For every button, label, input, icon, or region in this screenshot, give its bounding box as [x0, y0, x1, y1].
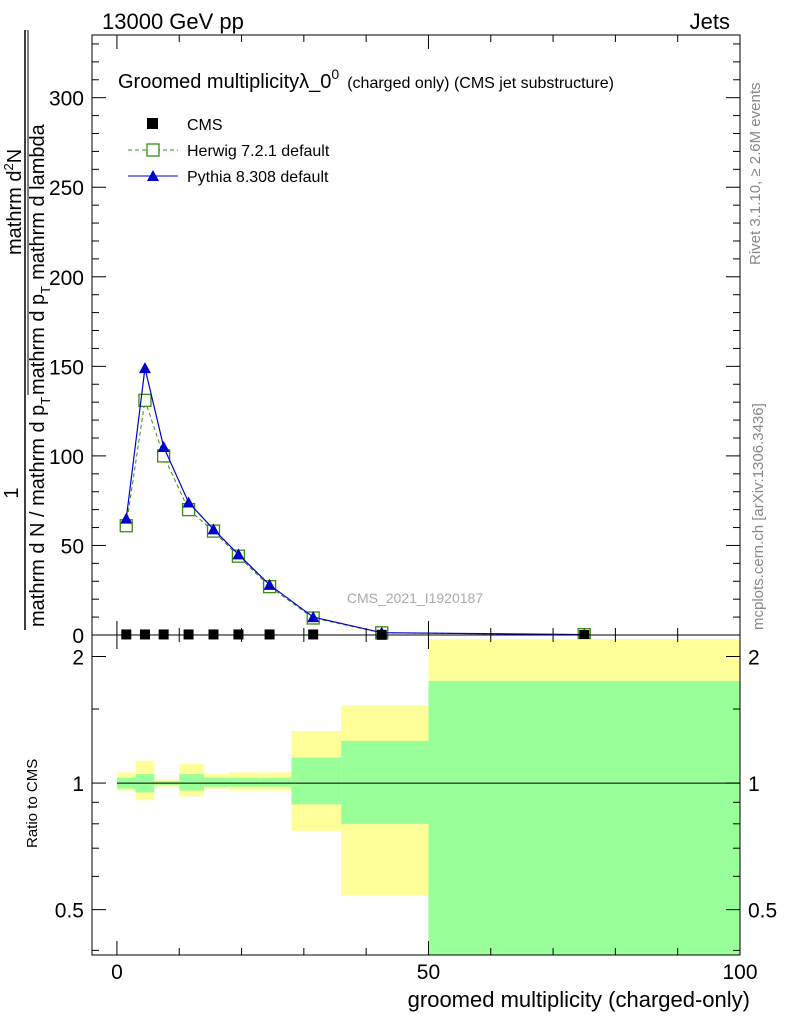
ylabel-denominator2-sub: T	[38, 286, 53, 294]
cms-point	[158, 629, 169, 640]
ylabel-numerator-text: mathrm d	[4, 171, 26, 255]
ylabel-denominator-sub: T	[38, 397, 53, 405]
pythia-point	[120, 512, 133, 524]
ratio-inner-band	[260, 777, 292, 787]
pythia-point	[207, 523, 220, 535]
main-plot: CMS_2021_I1920187 0 50 100 150 200 250 300 Gro…	[1, 30, 741, 648]
process-label: Jets	[690, 9, 730, 34]
cms-point	[208, 629, 219, 640]
y-tick-label: 300	[49, 88, 84, 111]
ylabel-numerator: mathrm d2N	[1, 149, 26, 255]
main-y-label: 1 mathrm d N / mathrm d pT mathrm d2N ma…	[1, 30, 53, 630]
x-tick-label: 0	[111, 961, 123, 984]
ratio-inner-band	[428, 680, 740, 955]
ratio-inner-band	[229, 777, 261, 787]
ratio-plot: 0.5 0.5 1 1 2 2 0 50 100 Ratio to CMS groomed mu…	[24, 634, 777, 1012]
cms-point	[139, 629, 150, 640]
main-plot-title: Groomed multiplicityλ_00 (charged only) (…	[118, 66, 614, 93]
ratio-plot-frame	[91, 634, 741, 956]
cms-point	[233, 629, 244, 640]
x-tick-label: 100	[722, 961, 757, 984]
ratio-y-tick-label: 0.5	[55, 900, 84, 923]
y-tick-label: 150	[49, 356, 84, 379]
analysis-watermark: CMS_2021_I1920187	[347, 590, 483, 606]
pythia-point	[307, 611, 320, 623]
ylabel-one: 1	[1, 487, 23, 498]
y-tick-label: 50	[61, 535, 84, 558]
main-axis-layer: 0 50 100 150 200 250 300	[49, 35, 741, 648]
ylabel-denominator2-text: mathrm d p	[27, 294, 49, 395]
main-plot-title-superscript: 0	[331, 66, 339, 82]
ylabel-denominator2: mathrm d pTmathrm d lambda	[27, 123, 53, 395]
legend-cms-label: CMS	[187, 117, 223, 134]
cms-point	[308, 629, 319, 640]
cms-point	[121, 629, 132, 640]
ratio-inner-band	[291, 757, 342, 805]
y-tick-label: 0	[72, 625, 84, 648]
y-tick-label: 250	[49, 177, 84, 200]
pythia-series-line	[125, 367, 585, 636]
x-axis-label: groomed multiplicity (charged-only)	[408, 987, 750, 1012]
ratio-inner-band	[179, 774, 205, 791]
ylabel-denominator: mathrm d N / mathrm d pT	[27, 397, 53, 627]
herwig-series-line	[125, 400, 585, 636]
y-tick-label: 200	[49, 267, 84, 290]
pythia-point	[263, 578, 276, 590]
cms-point	[183, 629, 194, 640]
ratio-y-tick-label-right: 0.5	[748, 900, 777, 923]
ratio-y-tick-label: 2	[72, 647, 84, 670]
x-tick-label: 50	[417, 961, 440, 984]
main-plot-subtitle: (charged only) (CMS jet substructure)	[347, 75, 614, 92]
ratio-y-label: Ratio to CMS	[24, 759, 41, 848]
ratio-inner-band	[341, 740, 429, 824]
pythia-point	[157, 440, 170, 452]
pythia-point	[182, 496, 195, 508]
rivet-version-label: Rivet 3.1.10, ≥ 2.6M events	[747, 83, 764, 266]
legend-cms-marker	[147, 118, 158, 129]
pythia-point	[138, 362, 151, 374]
mcplots-label: mcplots.cern.ch [arXiv:1306.3436]	[750, 403, 767, 630]
main-plot-title-text: Groomed multiplicityλ_0	[118, 71, 331, 93]
cms-point	[264, 629, 275, 640]
y-tick-label: 100	[49, 446, 84, 469]
legend-pythia-marker	[147, 170, 159, 181]
ylabel-numerator-n: N	[4, 149, 26, 163]
legend-pythia-label: Pythia 8.308 default	[187, 169, 329, 186]
ratio-band-layer	[116, 639, 740, 955]
legend: CMS Herwig 7.2.1 default Pythia 8.308 de…	[128, 117, 330, 186]
ratio-y-tick-label-right: 2	[748, 647, 760, 670]
ratio-y-tick-label: 1	[72, 773, 84, 796]
legend-herwig-label: Herwig 7.2.1 default	[187, 143, 330, 160]
ylabel-denominator2-tail: mathrm d lambda	[27, 123, 49, 279]
legend-herwig-marker	[146, 143, 160, 157]
ylabel-denominator-text: mathrm d N / mathrm d p	[27, 405, 49, 627]
energy-label: 13000 GeV pp	[102, 9, 244, 34]
herwig-point	[138, 393, 152, 408]
watermark-layer: CMS_2021_I1920187	[347, 590, 483, 606]
pythia-point	[232, 548, 245, 560]
ratio-y-tick-label-right: 1	[748, 773, 760, 796]
ratio-inner-band	[204, 777, 230, 787]
ratio-axis-layer: 0.5 0.5 1 1 2 2 0 50 100	[55, 635, 777, 984]
ylabel-numerator-sup: 2	[1, 163, 16, 170]
